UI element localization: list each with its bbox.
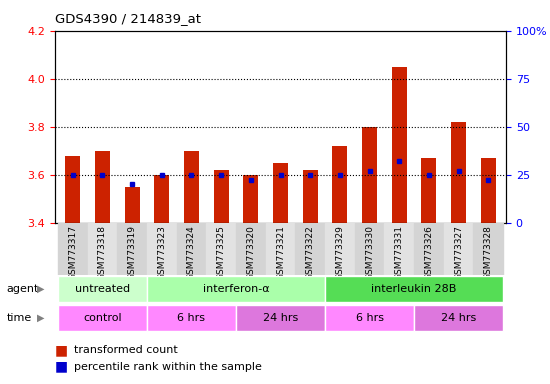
Bar (206, 223, 236, 275)
Text: GSM773320: GSM773320 (246, 225, 255, 280)
Bar (421, 158, 436, 223)
Text: percentile rank within the sample: percentile rank within the sample (74, 362, 262, 372)
Bar (58, 223, 87, 275)
Text: ■: ■ (55, 360, 68, 374)
Bar (87, 223, 117, 275)
Bar (214, 170, 229, 223)
Bar (65, 156, 80, 223)
Text: untreated: untreated (75, 284, 130, 294)
Bar (384, 223, 414, 275)
Bar (147, 276, 325, 302)
Text: GSM773318: GSM773318 (98, 225, 107, 280)
Bar (266, 223, 295, 275)
Bar (325, 305, 414, 331)
Text: GSM773330: GSM773330 (365, 225, 374, 280)
Bar (147, 305, 236, 331)
Bar (325, 223, 355, 275)
Bar (414, 223, 444, 275)
Text: GSM773324: GSM773324 (187, 225, 196, 280)
Bar (236, 223, 266, 275)
Bar (244, 175, 258, 223)
Bar (362, 127, 377, 223)
Text: transformed count: transformed count (74, 345, 178, 355)
Text: GSM773331: GSM773331 (395, 225, 404, 280)
Text: GSM773328: GSM773328 (483, 225, 493, 280)
Text: 6 hrs: 6 hrs (355, 313, 383, 323)
Text: agent: agent (7, 284, 39, 294)
Bar (332, 146, 347, 223)
Bar (184, 151, 199, 223)
Text: GSM773322: GSM773322 (306, 225, 315, 280)
Text: GSM773317: GSM773317 (68, 225, 78, 280)
Bar (58, 305, 147, 331)
Bar (325, 276, 503, 302)
Bar (95, 151, 110, 223)
Text: GSM773323: GSM773323 (157, 225, 166, 280)
Bar (58, 276, 147, 302)
Text: 24 hrs: 24 hrs (441, 313, 476, 323)
Text: GSM773327: GSM773327 (454, 225, 463, 280)
Text: ▶: ▶ (37, 284, 45, 294)
Text: GSM773319: GSM773319 (128, 225, 136, 280)
Text: time: time (7, 313, 32, 323)
Bar (414, 305, 503, 331)
Bar (117, 223, 147, 275)
Bar (392, 67, 406, 223)
Text: GSM773329: GSM773329 (336, 225, 344, 280)
Bar (481, 158, 496, 223)
Text: GSM773321: GSM773321 (276, 225, 285, 280)
Text: control: control (83, 313, 122, 323)
Bar (355, 223, 384, 275)
Text: interferon-α: interferon-α (203, 284, 270, 294)
Bar (302, 170, 317, 223)
Text: 6 hrs: 6 hrs (178, 313, 206, 323)
Bar (474, 223, 503, 275)
Text: GDS4390 / 214839_at: GDS4390 / 214839_at (55, 12, 201, 25)
Bar (147, 223, 177, 275)
Text: interleukin 28B: interleukin 28B (371, 284, 456, 294)
Bar (444, 223, 474, 275)
Bar (155, 175, 169, 223)
Bar (236, 305, 325, 331)
Bar (125, 187, 140, 223)
Text: GSM773326: GSM773326 (425, 225, 433, 280)
Bar (273, 163, 288, 223)
Bar (177, 223, 206, 275)
Bar (295, 223, 325, 275)
Text: ■: ■ (55, 343, 68, 357)
Bar (451, 122, 466, 223)
Text: 24 hrs: 24 hrs (263, 313, 298, 323)
Text: ▶: ▶ (37, 313, 45, 323)
Text: GSM773325: GSM773325 (217, 225, 226, 280)
